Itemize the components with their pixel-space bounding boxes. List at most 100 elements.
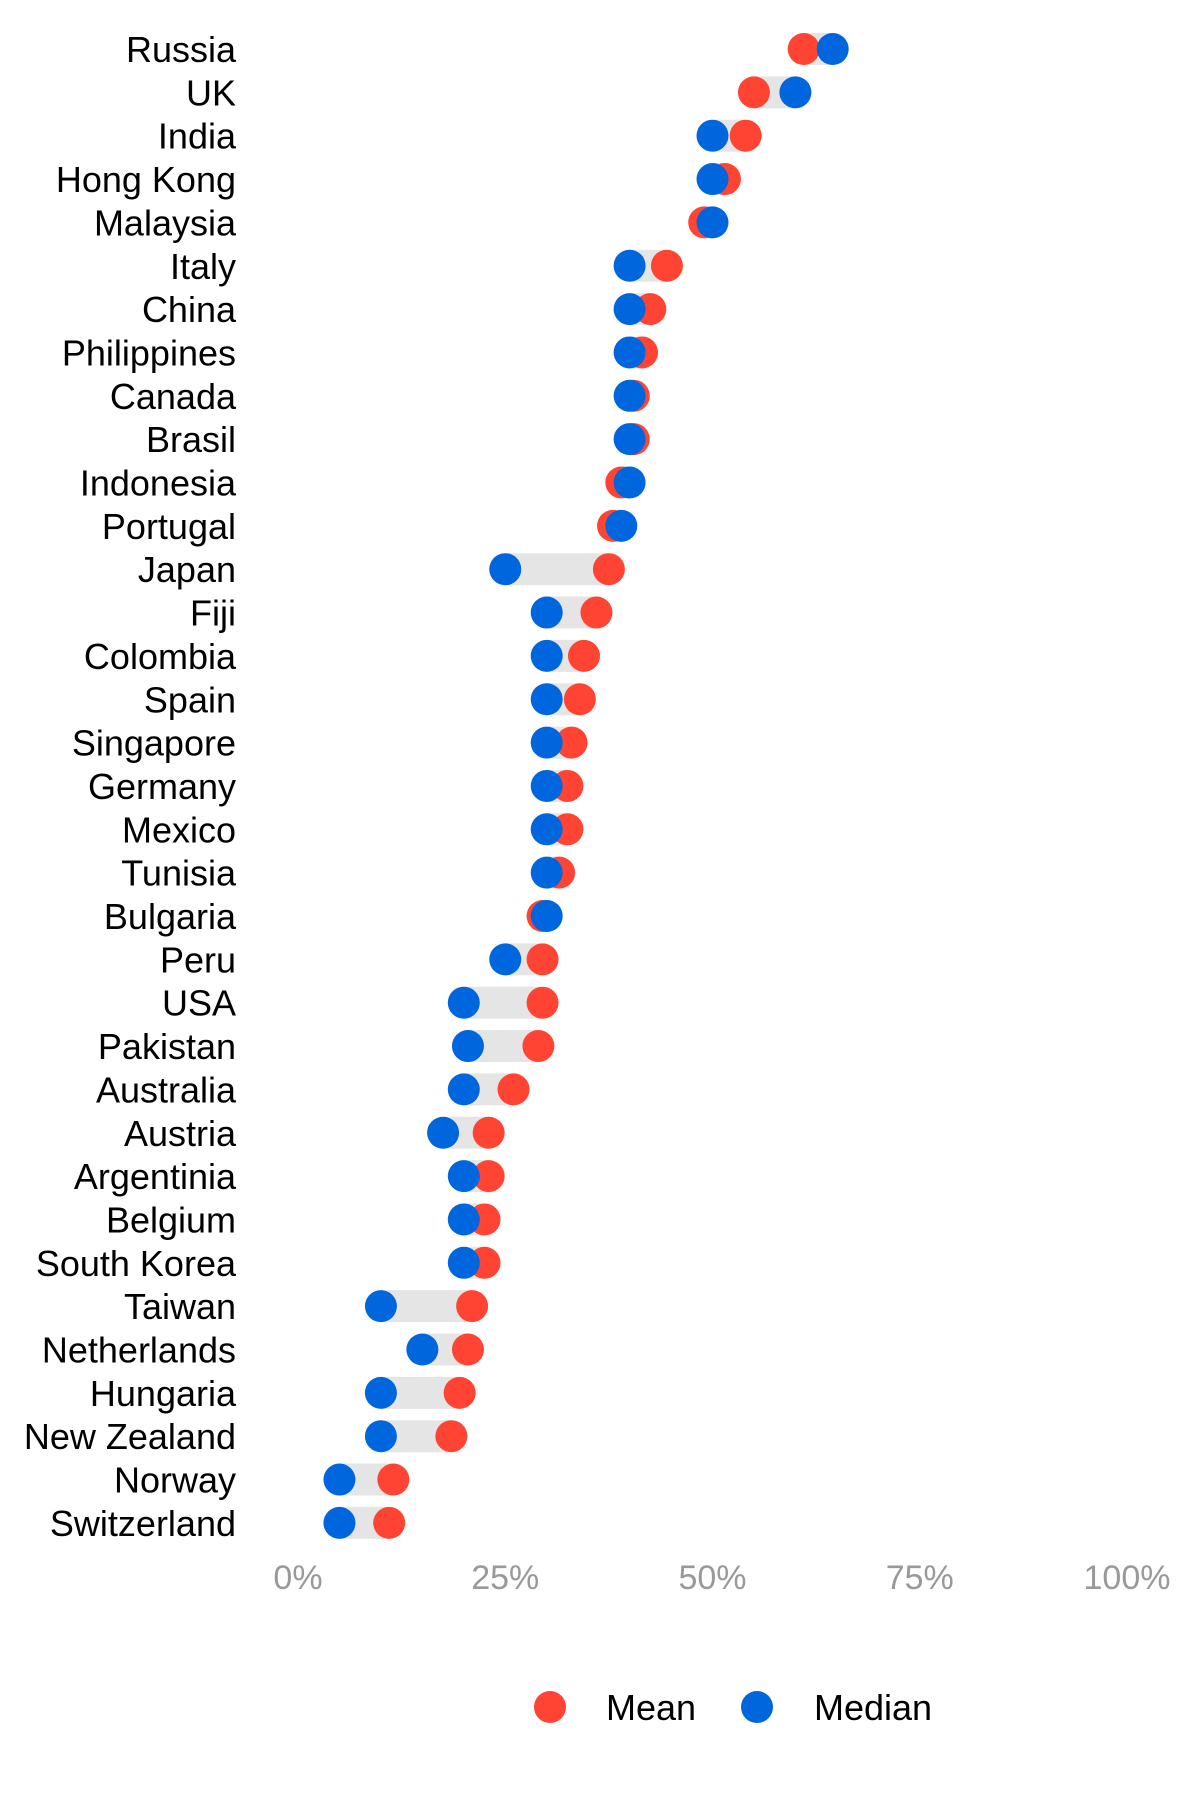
category-label-japan: Japan <box>138 549 236 590</box>
row-brasil: Brasil <box>146 419 650 460</box>
row-japan: Japan <box>138 549 625 590</box>
mean-point-singapore <box>555 726 588 759</box>
mean-point-australia <box>497 1073 530 1106</box>
mean-point-india <box>729 119 762 152</box>
category-label-germany: Germany <box>88 766 236 807</box>
median-point-italy <box>613 249 646 282</box>
row-india: India <box>158 116 762 157</box>
median-point-switzerland <box>323 1506 356 1539</box>
row-spain: Spain <box>144 679 596 720</box>
median-point-portugal <box>605 509 638 542</box>
median-point-south-korea <box>447 1246 480 1279</box>
category-label-netherlands: Netherlands <box>42 1330 236 1371</box>
legend-median-marker <box>741 1691 773 1723</box>
median-point-singapore <box>530 726 563 759</box>
x-axis: 0% 25% 50% 75% 100% <box>273 1559 1170 1597</box>
x-tick-label-75: 75% <box>886 1559 954 1597</box>
row-belgium: Belgium <box>106 1199 501 1240</box>
median-point-india <box>696 119 729 152</box>
row-bulgaria: Bulgaria <box>104 896 563 937</box>
category-label-indonesia: Indonesia <box>80 463 237 504</box>
mean-point-uk <box>737 76 770 109</box>
category-label-india: India <box>158 116 237 157</box>
median-point-russia <box>816 33 849 65</box>
legend-mean-marker <box>534 1691 566 1723</box>
category-label-new-zealand: New Zealand <box>24 1416 236 1457</box>
category-label-singapore: Singapore <box>72 723 236 764</box>
median-point-argentinia <box>447 1160 480 1193</box>
category-label-italy: Italy <box>170 246 236 287</box>
row-new-zealand: New Zealand <box>24 1416 468 1457</box>
category-label-switzerland: Switzerland <box>50 1503 236 1544</box>
mean-point-spain <box>563 683 596 716</box>
median-point-japan <box>489 553 522 586</box>
row-south-korea: South Korea <box>36 1243 501 1284</box>
median-point-colombia <box>530 639 563 672</box>
row-tunisia: Tunisia <box>121 853 576 894</box>
median-point-china <box>613 293 646 326</box>
row-hungaria: Hungaria <box>90 1373 476 1414</box>
row-canada: Canada <box>110 376 650 417</box>
median-point-netherlands <box>406 1333 439 1366</box>
category-label-usa: USA <box>162 983 236 1024</box>
row-austria: Austria <box>124 1113 505 1154</box>
median-point-indonesia <box>613 466 646 499</box>
median-point-austria <box>427 1116 460 1149</box>
mean-point-taiwan <box>456 1290 489 1323</box>
median-point-spain <box>530 683 563 716</box>
row-argentinia: Argentinia <box>74 1156 505 1197</box>
mean-point-colombia <box>568 639 601 672</box>
median-point-fiji <box>530 596 563 629</box>
mean-point-japan <box>592 553 625 586</box>
median-point-new-zealand <box>364 1420 397 1453</box>
mean-point-norway <box>377 1463 410 1496</box>
mean-point-austria <box>472 1116 505 1149</box>
category-label-south-korea: South Korea <box>36 1243 237 1284</box>
category-label-portugal: Portugal <box>102 506 236 547</box>
median-point-usa <box>447 986 480 1019</box>
category-label-taiwan: Taiwan <box>124 1286 236 1327</box>
row-norway: Norway <box>114 1460 410 1501</box>
row-indonesia: Indonesia <box>80 463 646 504</box>
category-label-china: China <box>142 289 237 330</box>
x-tick-label-0: 0% <box>273 1559 322 1597</box>
category-label-argentinia: Argentinia <box>74 1156 237 1197</box>
x-tick-label-25: 25% <box>471 1559 539 1597</box>
row-philippines: Philippines <box>62 332 659 373</box>
row-pakistan: Pakistan <box>98 1026 555 1067</box>
row-russia: Russia <box>126 29 849 70</box>
median-point-hungaria <box>364 1376 397 1409</box>
row-malaysia: Malaysia <box>94 202 729 243</box>
row-china: China <box>142 289 667 330</box>
mean-point-russia <box>787 33 820 65</box>
median-point-pakistan <box>451 1030 484 1063</box>
category-label-russia: Russia <box>126 29 237 70</box>
category-label-hong-kong: Hong Kong <box>56 159 236 200</box>
category-label-norway: Norway <box>114 1460 236 1501</box>
median-point-tunisia <box>530 856 563 889</box>
median-point-malaysia <box>696 206 729 239</box>
x-tick-label-100: 100% <box>1084 1559 1171 1597</box>
category-label-spain: Spain <box>144 679 236 720</box>
mean-point-pakistan <box>522 1030 555 1063</box>
median-point-norway <box>323 1463 356 1496</box>
median-point-uk <box>779 76 812 109</box>
mean-point-peru <box>526 943 559 976</box>
row-colombia: Colombia <box>84 636 601 677</box>
mean-point-fiji <box>580 596 613 629</box>
row-taiwan: Taiwan <box>124 1286 489 1327</box>
category-label-australia: Australia <box>96 1069 237 1110</box>
category-label-peru: Peru <box>160 939 236 980</box>
row-mexico: Mexico <box>122 809 584 850</box>
row-uk: UK <box>186 72 812 113</box>
mean-point-argentinia <box>472 1160 505 1193</box>
legend-median-label: Median <box>814 1687 932 1728</box>
category-label-fiji: Fiji <box>190 593 236 634</box>
category-label-tunisia: Tunisia <box>121 853 237 894</box>
category-label-colombia: Colombia <box>84 636 237 677</box>
legend: Mean Median <box>534 1687 932 1728</box>
row-peru: Peru <box>160 939 559 980</box>
category-label-mexico: Mexico <box>122 809 236 850</box>
category-label-belgium: Belgium <box>106 1199 236 1240</box>
